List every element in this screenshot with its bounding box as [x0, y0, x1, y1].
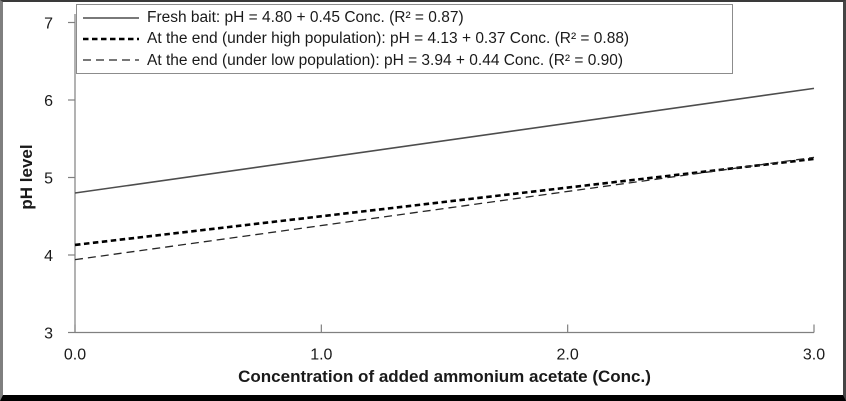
series-line-fresh-bait: [74, 87, 815, 194]
plot-area: 3 4 5 6 7 0.0 1.0 2.0 3.0: [44, 14, 825, 364]
series-line-end-high-population: [74, 157, 815, 247]
legend: Fresh bait: pH = 4.80 + 0.45 Conc. (R² =…: [76, 4, 733, 74]
legend-line-sample-dashed-heavy: [83, 37, 139, 41]
legend-line-sample-dashed-light: [83, 59, 139, 61]
x-tick-label: 0.0: [64, 347, 86, 364]
series-line-end-low-population: [74, 156, 815, 261]
y-tick-label: 7: [44, 16, 53, 33]
y-tick-label: 6: [44, 93, 53, 110]
legend-item-fresh-bait: Fresh bait: pH = 4.80 + 0.45 Conc. (R² =…: [82, 7, 732, 28]
legend-line-sample-solid: [83, 16, 139, 19]
legend-item-label: At the end (under high population): pH =…: [147, 30, 630, 48]
y-tick-label: 4: [44, 248, 53, 265]
x-tick-label: 1.0: [310, 347, 332, 364]
x-axis-title: Concentration of added ammonium acetate …: [238, 367, 651, 386]
x-tick-label: 3.0: [803, 347, 825, 364]
legend-item-label: Fresh bait: pH = 4.80 + 0.45 Conc. (R² =…: [147, 8, 464, 26]
legend-item-label: At the end (under low population): pH = …: [147, 51, 624, 69]
y-axis-title: pH level: [17, 144, 36, 210]
y-tick-label: 3: [44, 326, 53, 343]
legend-item-end-low-population: At the end (under low population): pH = …: [82, 50, 732, 71]
legend-item-end-high-population: At the end (under high population): pH =…: [82, 28, 732, 49]
y-tick-label: 5: [44, 171, 53, 188]
x-tick-label: 2.0: [557, 347, 579, 364]
